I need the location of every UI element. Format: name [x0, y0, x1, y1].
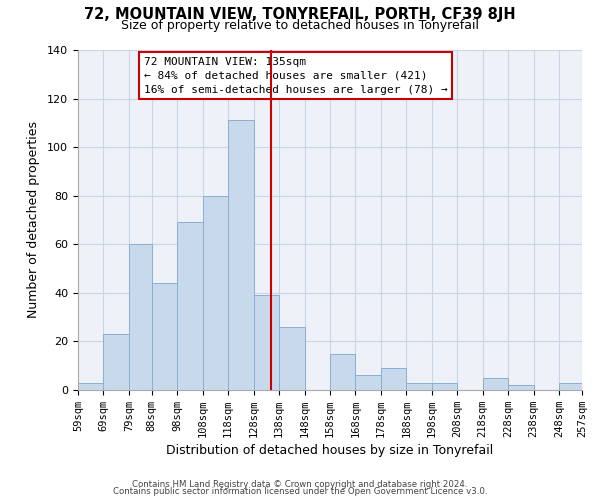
Bar	[177, 222, 203, 390]
Bar	[508, 385, 533, 390]
Bar	[559, 382, 582, 390]
Bar	[483, 378, 508, 390]
Bar	[254, 296, 279, 390]
X-axis label: Distribution of detached houses by size in Tonyrefail: Distribution of detached houses by size …	[166, 444, 494, 457]
Bar	[381, 368, 406, 390]
Bar	[330, 354, 355, 390]
Text: Contains HM Land Registry data © Crown copyright and database right 2024.: Contains HM Land Registry data © Crown c…	[132, 480, 468, 489]
Text: 72 MOUNTAIN VIEW: 135sqm
← 84% of detached houses are smaller (421)
16% of semi-: 72 MOUNTAIN VIEW: 135sqm ← 84% of detach…	[143, 57, 447, 95]
Y-axis label: Number of detached properties: Number of detached properties	[27, 122, 40, 318]
Text: Contains public sector information licensed under the Open Government Licence v3: Contains public sector information licen…	[113, 487, 487, 496]
Bar	[355, 376, 381, 390]
Bar	[228, 120, 254, 390]
Text: Size of property relative to detached houses in Tonyrefail: Size of property relative to detached ho…	[121, 18, 479, 32]
Bar	[152, 283, 177, 390]
Bar	[203, 196, 228, 390]
Bar	[129, 244, 152, 390]
Bar	[406, 382, 432, 390]
Bar	[78, 382, 103, 390]
Bar	[279, 327, 305, 390]
Text: 72, MOUNTAIN VIEW, TONYREFAIL, PORTH, CF39 8JH: 72, MOUNTAIN VIEW, TONYREFAIL, PORTH, CF…	[84, 8, 516, 22]
Bar	[432, 382, 457, 390]
Bar	[103, 334, 129, 390]
